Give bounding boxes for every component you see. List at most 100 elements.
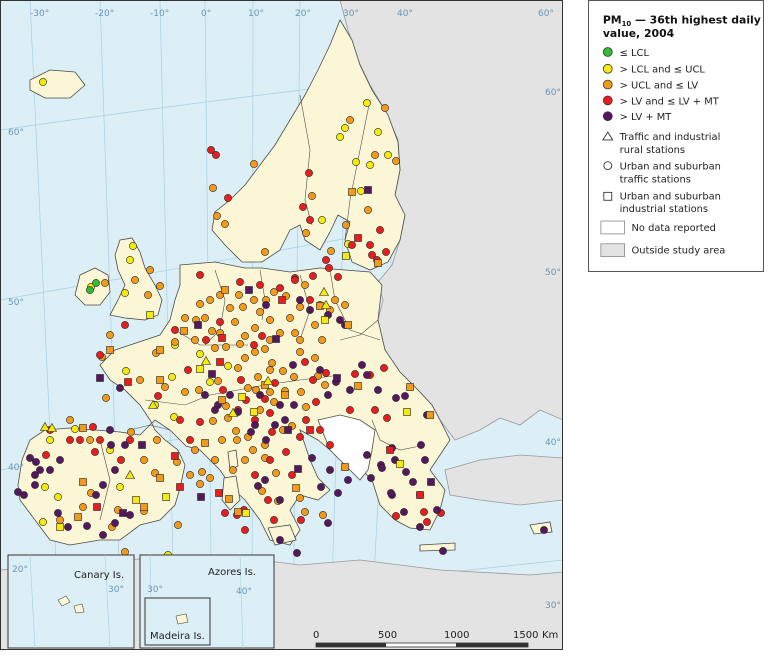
station-marker-orange [266, 366, 274, 374]
monitoring-stations [14, 78, 548, 622]
station-marker-purple [336, 316, 344, 324]
station-marker-orange [235, 291, 243, 299]
station-marker-red [264, 496, 272, 504]
station-marker-purple [421, 456, 429, 464]
station-marker-purple [363, 371, 371, 379]
station-marker-green [86, 286, 94, 294]
station-marker-orange [171, 338, 179, 346]
scale-tick-label: 0 [313, 630, 319, 641]
station-marker-red [312, 398, 320, 406]
azores-islands-label: Azores Is. [208, 567, 256, 578]
legend-class-label: > LCL and ≤ UCL [620, 65, 706, 76]
station-marker-rural [124, 469, 136, 479]
station-marker-orange [231, 318, 239, 326]
station-marker-purple [276, 496, 284, 504]
station-marker-yellow [318, 216, 326, 224]
legend-title: PM10 — 36th highest daily [603, 13, 761, 28]
station-marker-red [224, 194, 232, 202]
station-marker-orange [136, 376, 144, 384]
legend-area-swatch [600, 220, 625, 235]
station-marker-orange [331, 296, 339, 304]
legend-station-label: rural stations [620, 145, 685, 156]
station-marker-industrial [201, 439, 209, 447]
legend-swatch [602, 111, 613, 122]
station-marker-red [171, 326, 179, 334]
station-marker-orange [266, 388, 274, 396]
station-marker-industrial [180, 327, 188, 335]
station-marker-red [296, 433, 304, 441]
lon-label: 0° [201, 9, 211, 19]
station-marker-purple [308, 454, 316, 462]
lat-label: 60° [545, 88, 561, 98]
station-marker-industrial [162, 493, 170, 501]
station-marker-orange [244, 384, 252, 392]
station-marker-industrial [321, 316, 329, 324]
station-marker-purple [256, 391, 264, 399]
station-marker-red [371, 406, 379, 414]
station-marker-orange [296, 336, 304, 344]
station-marker-orange [208, 327, 216, 335]
station-marker-red [348, 241, 356, 249]
station-marker-orange [256, 308, 264, 316]
station-marker-orange [214, 377, 222, 385]
station-marker-red [368, 251, 376, 259]
legend-swatch [602, 47, 613, 57]
station-marker-purple [289, 361, 297, 369]
station-marker-purple [433, 506, 441, 514]
no-data-area-balkans [317, 414, 376, 481]
station-marker-red [302, 416, 310, 424]
station-marker-orange [296, 348, 304, 356]
station-marker-orange [86, 436, 94, 444]
station-marker-red [376, 226, 384, 234]
station-marker-red [392, 512, 400, 520]
station-marker-orange [301, 508, 309, 516]
station-marker-industrial [221, 286, 229, 294]
station-marker-purple [358, 361, 366, 369]
station-marker-yellow [357, 187, 365, 195]
station-marker-red [309, 376, 317, 384]
station-marker-orange [241, 456, 249, 464]
station-marker-yellow [54, 493, 62, 501]
station-marker-purple [316, 366, 324, 374]
station-marker-red [236, 278, 244, 286]
station-marker-yellow [336, 133, 344, 141]
map-legend: PM10 — 36th highest daily value, 2004 ≤ … [588, 0, 764, 272]
station-marker-orange [211, 344, 219, 352]
station-marker-green [92, 279, 100, 287]
station-marker-industrial [386, 446, 394, 454]
station-marker-purple [378, 464, 386, 472]
station-marker-purple [400, 508, 408, 516]
station-marker-yellow [384, 151, 392, 159]
legend-station-label: Urban and suburban [620, 162, 721, 173]
legend-class-row: > LV + MT [602, 111, 673, 123]
station-marker-orange [311, 354, 319, 362]
station-marker-industrial [374, 259, 382, 267]
station-marker-industrial [333, 374, 341, 382]
station-marker-orange [319, 511, 327, 519]
station-marker-orange [191, 446, 199, 454]
station-marker-red [184, 366, 192, 374]
station-marker-industrial [79, 478, 87, 486]
scale-tick-label: 500 [378, 630, 397, 641]
lon-label: 40° [397, 9, 413, 19]
station-marker-orange [291, 329, 299, 337]
station-marker-orange [321, 381, 329, 389]
station-marker-industrial [79, 424, 87, 432]
station-marker-orange [209, 417, 217, 425]
station-marker-industrial [242, 509, 250, 517]
station-marker-purple [346, 386, 354, 394]
station-marker-red [380, 364, 388, 372]
station-marker-red [276, 284, 284, 292]
legend-area-label: No data reported [632, 223, 716, 234]
station-marker-orange [301, 281, 309, 289]
station-marker-orange [249, 446, 257, 454]
legend-class-label: > LV + MT [620, 112, 673, 123]
station-marker-purple [261, 476, 269, 484]
station-marker-red [237, 376, 245, 384]
station-marker-red [212, 151, 220, 159]
station-marker-orange [198, 468, 206, 476]
graticule-labels: -30° -20° -10° 0° 10° 20° 30° 40° 60° 60… [8, 9, 561, 611]
station-marker-orange [342, 221, 350, 229]
station-marker-orange [276, 329, 284, 337]
study-area-land [17, 19, 553, 552]
